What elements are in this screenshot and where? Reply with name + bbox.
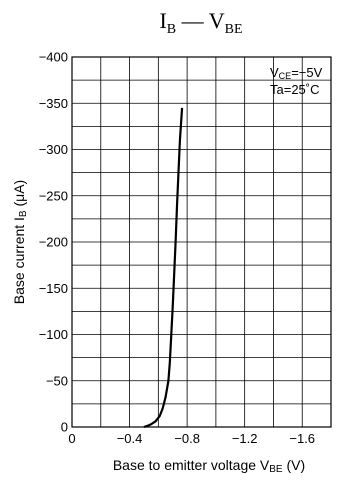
y-tick-label: −250 [39,188,68,203]
x-axis-label: Base to emitter voltage VBE (V) [113,457,305,475]
annotation-vce: VCE=−5V [270,65,323,81]
title-right: V [209,8,225,33]
y-axis-label-text: Base current I [11,217,27,304]
annotation-vce-sub: CE [279,71,292,81]
x-tick-label: −1.2 [232,431,258,446]
x-axis-label-text: Base to emitter voltage V [113,457,270,473]
series-line [143,107,184,429]
y-tick-label: −150 [39,281,68,296]
y-tick-label: −200 [39,235,68,250]
title-main: I [159,8,166,33]
y-tick-label: −400 [39,50,68,65]
x-tick-label: −1.6 [289,431,315,446]
annotation-vce-rest: =−5V [291,65,322,80]
tick-labels: 0 −50 −100 −150 −200 −250 −300 −350 −400 0 −0.4 −0.… [39,50,315,447]
x-tick-label: 0 [68,431,75,446]
annotation-vce-text: V [270,65,279,80]
y-tick-label: −50 [46,373,68,388]
plot-frame [71,56,332,428]
x-tick-label: −0.8 [174,431,200,446]
y-tick-label: −350 [39,96,68,111]
y-axis-label-sub: B [18,210,29,217]
x-axis-label-unit: (V) [283,457,306,473]
chart-title: IB — VBE [159,8,242,37]
y-tick-label: −300 [39,142,68,157]
y-tick-label: 0 [61,420,68,435]
y-axis-label: Base current IB (μA) [11,180,29,304]
x-tick-label: −0.4 [117,431,143,446]
title-right-sub: BE [225,22,243,37]
grid [72,57,331,427]
series [143,107,184,429]
y-tick-label: −100 [39,327,68,342]
annotation-ta: Ta=25˚C [270,82,320,97]
title-main-sub: B [167,22,176,37]
y-axis-label-unit: (μA) [11,180,27,211]
x-axis-label-sub: BE [269,464,283,475]
title-sep: — [176,8,209,33]
